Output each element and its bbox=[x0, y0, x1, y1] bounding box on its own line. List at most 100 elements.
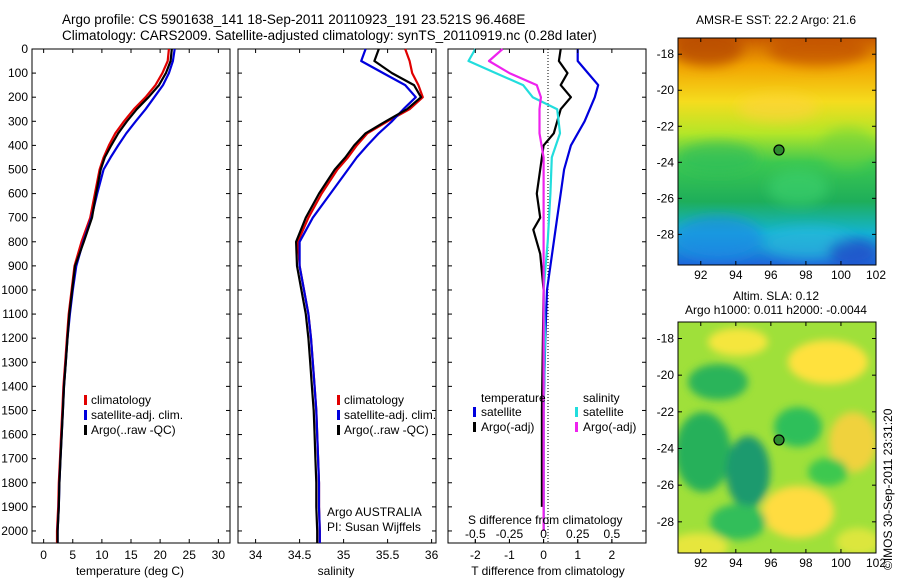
map-lat-label: -20 bbox=[657, 83, 675, 97]
legend-label-climatology: climatology bbox=[344, 393, 404, 407]
legend-label-climatology: climatology bbox=[91, 393, 151, 407]
series-line-argo-raw-qc bbox=[295, 48, 423, 543]
difference-axis-ticks: -2 -1 0 1 2 -0.5 -0.25 0 0.25 0.5 bbox=[465, 49, 621, 562]
x-tick-label: 2 bbox=[609, 548, 616, 562]
difference-panel: -2 -1 0 1 2 -0.5 -0.25 0 0.25 0.5 S difference fr… bbox=[447, 48, 647, 578]
depth-tick-label: 500 bbox=[8, 162, 28, 176]
x-tick-label: -0.5 bbox=[465, 527, 486, 541]
map-lon-label: 96 bbox=[764, 556, 778, 570]
salinity-panel: 34 34.5 35 35.5 36 salinity climatology sate… bbox=[237, 48, 439, 578]
legend-label-s-argo: Argo(-adj) bbox=[583, 420, 636, 434]
sst-map-frame bbox=[677, 37, 877, 266]
temperature-plot-frame bbox=[31, 48, 231, 544]
sla-map-title-1: Altim. SLA: 0.12 bbox=[733, 289, 819, 303]
series-line-satellite bbox=[467, 48, 562, 531]
argo-location-marker bbox=[773, 434, 785, 446]
map-lon-label: 102 bbox=[866, 268, 886, 282]
sst-map-title: AMSR-E SST: 22.2 Argo: 21.6 bbox=[696, 13, 856, 27]
difference-depth-ticks bbox=[448, 48, 646, 532]
map-lat-label: -28 bbox=[657, 227, 675, 241]
map-lon-label: 92 bbox=[694, 556, 708, 570]
map-lat-label: -28 bbox=[657, 515, 675, 529]
depth-tick-label: 1100 bbox=[2, 307, 28, 321]
x-tick-label: 0.5 bbox=[604, 527, 621, 541]
series-line-argo-raw-qc bbox=[56, 48, 173, 543]
x-tick-label: 10 bbox=[95, 548, 109, 562]
temperature-legend: climatology satellite-adj. clim. Argo(..… bbox=[84, 393, 183, 437]
x-tick-label: 0.25 bbox=[566, 527, 590, 541]
series-line-argo-adj bbox=[532, 48, 572, 507]
series-line-satellite-adj-clim bbox=[298, 48, 417, 543]
map-lon-label: 96 bbox=[764, 268, 778, 282]
depth-tick-label: 1000 bbox=[1, 283, 28, 297]
legend-title-salinity: salinity bbox=[583, 391, 620, 405]
legend-label-argo: Argo(..raw -QC) bbox=[91, 423, 176, 437]
map-lat-label: -18 bbox=[657, 47, 675, 61]
map-lat-label: -24 bbox=[657, 442, 675, 456]
depth-tick-label: 200 bbox=[8, 90, 28, 104]
map-lat-label: -26 bbox=[657, 478, 675, 492]
sla-map-panel: Altim. SLA: 0.12 Argo h1000: 0.011 h2000… bbox=[657, 289, 887, 570]
temperature-axis-ticks: 0 5 10 15 20 25 30 bbox=[40, 49, 225, 562]
legend-label-satellite-adj: satellite-adj. clim. bbox=[344, 408, 436, 422]
sst-map-image bbox=[678, 38, 876, 265]
legend-swatch-s-satellite bbox=[575, 407, 578, 417]
map-lat-label: -20 bbox=[657, 368, 675, 382]
legend-swatch-satellite-adj bbox=[84, 410, 87, 420]
header-line-1: Argo profile: CS 5901638_141 18-Sep-2011… bbox=[62, 12, 526, 27]
map-lat-label: -22 bbox=[657, 119, 675, 133]
salinity-marks bbox=[295, 48, 424, 543]
x-tick-label: 35.5 bbox=[376, 548, 400, 562]
legend-label-t-argo: Argo(-adj) bbox=[481, 420, 534, 434]
difference-marks bbox=[467, 48, 600, 531]
map-lat-label: -18 bbox=[657, 332, 675, 346]
x-tick-label: 15 bbox=[124, 548, 138, 562]
sst-map-ticks: -18 -20 -22 -24 -26 -28 92 94 96 98 100 102 bbox=[657, 38, 886, 282]
depth-tick-label: 700 bbox=[8, 211, 28, 225]
depth-tick-label: 1700 bbox=[1, 452, 28, 466]
legend-swatch-t-satellite bbox=[473, 407, 476, 417]
sla-map-image bbox=[678, 322, 876, 553]
x-tick-label: -2 bbox=[470, 548, 481, 562]
x-tick-label: 35 bbox=[337, 548, 351, 562]
temperature-panel: 0100200300400500600700800900100011001200… bbox=[1, 42, 231, 578]
x-tick-label: 30 bbox=[212, 548, 226, 562]
map-lat-label: -24 bbox=[657, 155, 675, 169]
x-tick-label: -0.25 bbox=[496, 527, 524, 541]
salinity-depth-ticks bbox=[238, 48, 436, 532]
map-lon-label: 100 bbox=[831, 268, 851, 282]
depth-tick-label: 1600 bbox=[1, 428, 28, 442]
map-lon-label: 92 bbox=[694, 268, 708, 282]
temperature-axis-label: temperature (deg C) bbox=[76, 564, 184, 578]
pi-name-label: PI: Susan Wijffels bbox=[327, 520, 421, 534]
sst-texture bbox=[678, 38, 876, 265]
series-line-argo-adj bbox=[487, 48, 545, 531]
depth-tick-label: 2000 bbox=[1, 524, 28, 538]
legend-swatch-s-argo bbox=[575, 422, 578, 432]
sla-map-ticks: -18 -20 -22 -24 -26 -28 92 94 96 98 100 102 bbox=[657, 322, 886, 570]
depth-tick-label: 100 bbox=[8, 66, 28, 80]
sla-map-frame bbox=[677, 321, 877, 554]
map-lon-label: 98 bbox=[799, 268, 813, 282]
imos-timestamp: ©IMOS 30-Sep-2011 23:31:20 bbox=[881, 408, 895, 570]
salinity-legend: climatology satellite-adj. clim. Argo(..… bbox=[337, 393, 436, 437]
map-lat-label: -22 bbox=[657, 405, 675, 419]
depth-tick-label: 900 bbox=[8, 259, 28, 273]
legend-label-argo: Argo(..raw -QC) bbox=[344, 423, 429, 437]
legend-swatch-climatology bbox=[337, 395, 340, 405]
depth-tick-label: 600 bbox=[8, 187, 28, 201]
legend-swatch-argo bbox=[337, 425, 340, 435]
x-tick-label: 25 bbox=[183, 548, 197, 562]
x-tick-label: 0 bbox=[540, 527, 547, 541]
map-lon-label: 98 bbox=[799, 556, 813, 570]
salinity-plot-frame bbox=[237, 48, 437, 544]
sla-map-title-2: Argo h1000: 0.011 h2000: -0.0044 bbox=[685, 303, 867, 317]
x-tick-label: 0 bbox=[540, 548, 547, 562]
legend-label-t-satellite: satellite bbox=[481, 405, 522, 419]
x-tick-label: 5 bbox=[69, 548, 76, 562]
map-lon-label: 100 bbox=[831, 556, 851, 570]
sst-map-panel: AMSR-E SST: 22.2 Argo: 21.6 bbox=[657, 13, 887, 282]
legend-label-satellite-adj: satellite-adj. clim. bbox=[91, 408, 183, 422]
legend-swatch-satellite-adj bbox=[337, 410, 340, 420]
